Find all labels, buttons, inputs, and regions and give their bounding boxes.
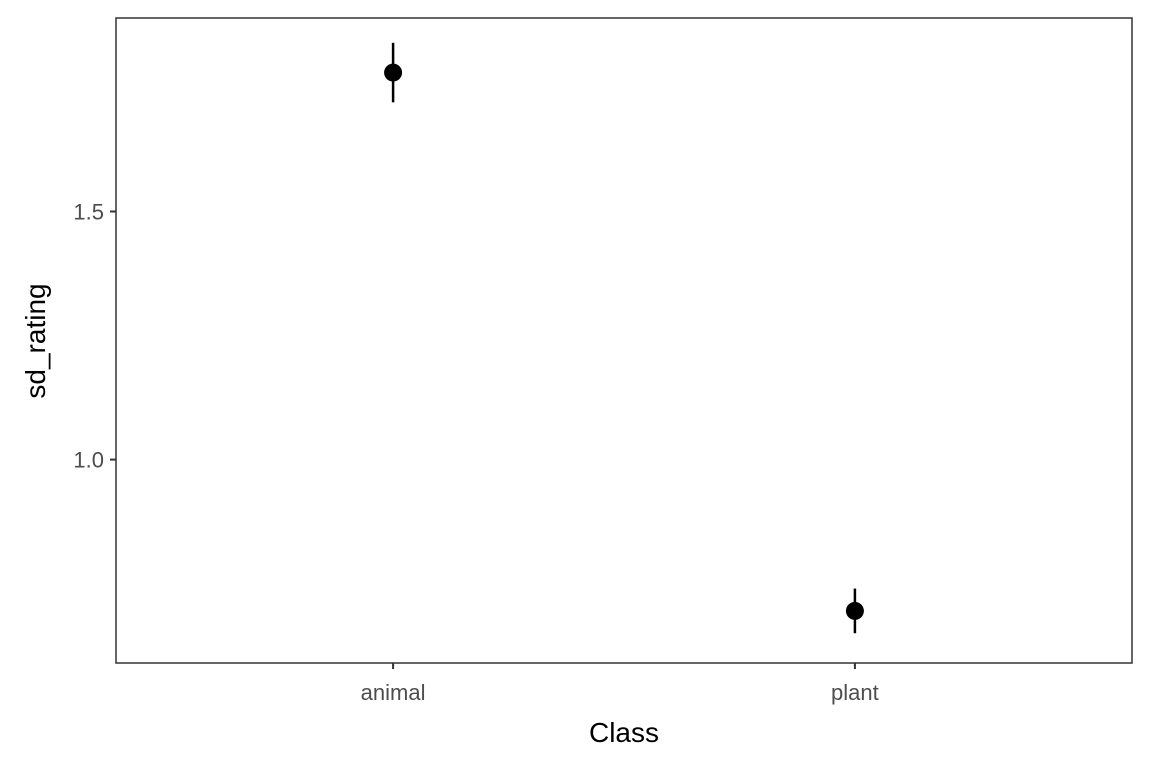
y-axis-title: sd_rating [20,283,51,398]
y-tick-label: 1.5 [73,200,104,225]
data-point [845,601,864,620]
x-tick-label: animal [361,680,426,705]
y-tick-label: 1.0 [73,448,104,473]
y-axis-ticks: 1.0 1.5 [73,200,116,473]
data-marks [384,42,864,634]
x-axis-ticks: animal plant [361,663,879,705]
panel-border [115,17,1133,664]
data-point [384,63,403,82]
x-axis-title: Class [589,717,659,748]
x-tick-label: plant [831,680,879,705]
panel-background [116,18,1132,663]
